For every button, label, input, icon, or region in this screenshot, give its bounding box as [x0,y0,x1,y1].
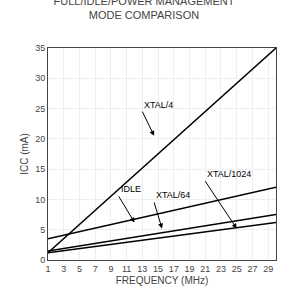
svg-text:9: 9 [108,264,113,274]
svg-text:25: 25 [232,264,242,274]
svg-text:0: 0 [40,255,45,265]
svg-text:FULL/IDLE/POWER MANAGEMENTMODE: FULL/IDLE/POWER MANAGEMENTMODE COMPARISO… [54,0,235,21]
svg-text:11: 11 [122,264,131,274]
svg-text:30: 30 [35,73,45,83]
svg-text:20: 20 [35,134,45,144]
svg-text:IDLE: IDLE [121,184,141,194]
svg-text:10: 10 [35,195,45,205]
svg-text:3: 3 [61,264,66,274]
svg-text:FREQUENCY (MHz): FREQUENCY (MHz) [116,275,209,286]
svg-text:XTAL/1024: XTAL/1024 [207,169,251,179]
svg-text:ICC (mA): ICC (mA) [19,133,30,175]
svg-text:27: 27 [247,264,257,274]
svg-text:15: 15 [35,164,45,174]
svg-text:XTAL/4: XTAL/4 [144,100,173,110]
svg-text:17: 17 [169,264,179,274]
svg-text:25: 25 [35,104,45,114]
svg-text:XTAL/64: XTAL/64 [156,190,190,200]
svg-text:13: 13 [137,264,147,274]
svg-text:23: 23 [216,264,226,274]
svg-text:15: 15 [153,264,163,274]
svg-text:19: 19 [185,264,195,274]
svg-text:35: 35 [35,43,45,53]
svg-text:5: 5 [77,264,82,274]
svg-text:5: 5 [40,225,45,235]
svg-text:1: 1 [45,264,50,274]
svg-text:21: 21 [200,264,210,274]
svg-text:29: 29 [263,264,273,274]
svg-text:7: 7 [93,264,98,274]
